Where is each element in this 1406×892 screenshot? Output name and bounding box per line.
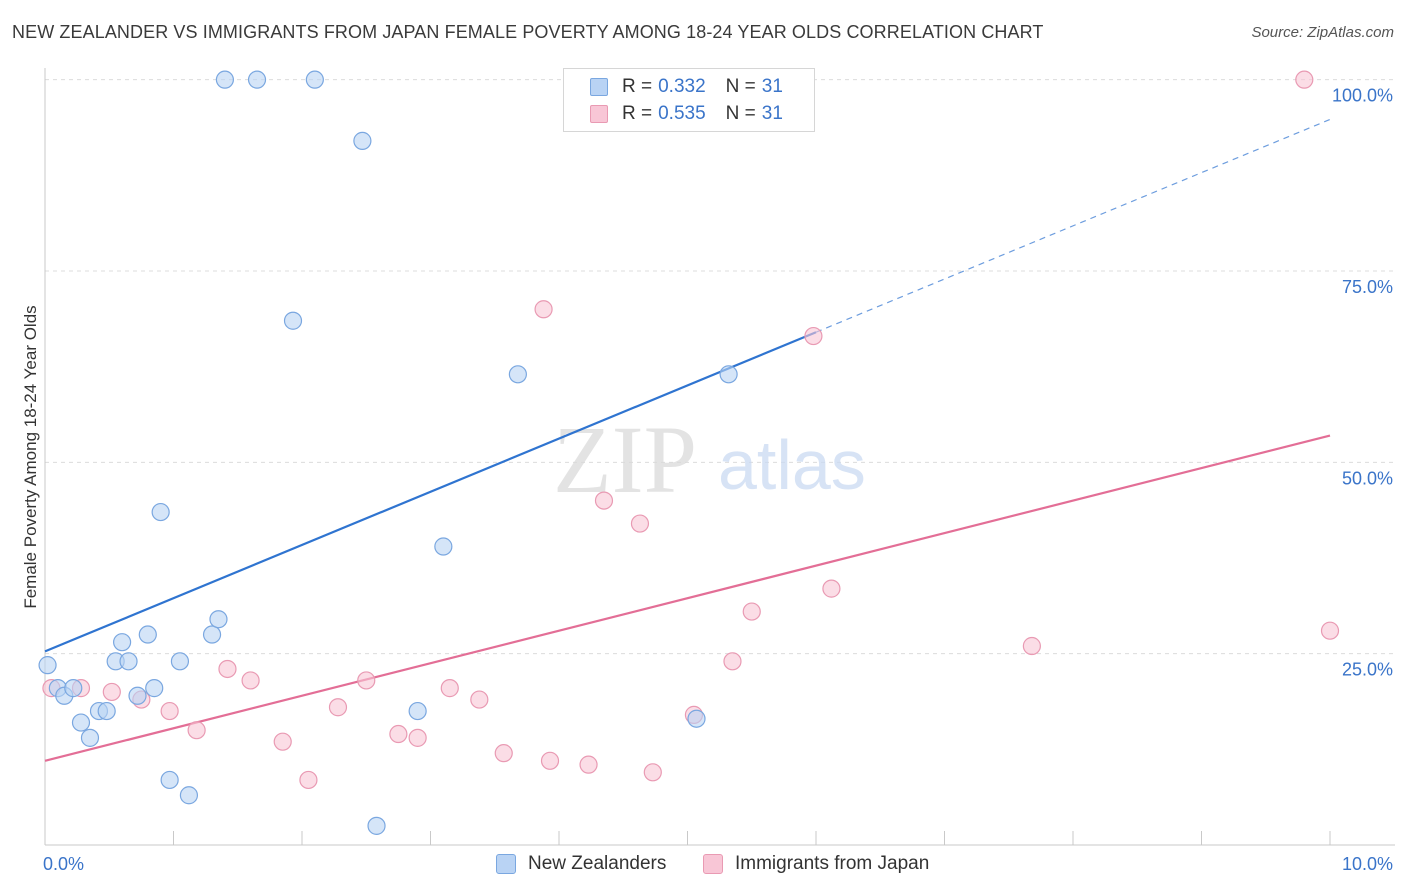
new-zealanders-point: [138, 625, 157, 644]
new-zealanders-point: [151, 502, 170, 522]
new-zealanders-point: [202, 625, 222, 644]
legend-n-value: 31: [761, 76, 783, 97]
new-zealanders-point: [179, 786, 199, 805]
immigrants-from-japan-point: [723, 652, 742, 671]
new-zealanders-point: [209, 610, 228, 629]
new-zealanders-point: [283, 311, 303, 330]
trend-lines: [44, 118, 1331, 762]
new-zealanders-point: [71, 713, 91, 732]
immigrants-from-japan-point: [160, 701, 179, 721]
immigrants-from-japan-point: [328, 698, 348, 717]
new-zealanders-trend-extension: [815, 118, 1331, 333]
series-legend-new-zealanders: New Zealanders: [496, 852, 666, 876]
new-zealanders-trend-line: [44, 331, 817, 653]
immigrants-from-japan-point: [102, 682, 121, 702]
immigrants-from-japan-point: [389, 724, 408, 744]
new-zealanders-point: [145, 679, 164, 698]
new-zealanders-point: [508, 365, 527, 384]
immigrants-from-japan-trend-line: [44, 434, 1331, 762]
y-axis-title: Female Poverty Among 18-24 Year Olds: [21, 305, 40, 608]
y-tick-label: 75.0%: [1342, 277, 1393, 297]
series-swatch-blue: [496, 854, 516, 874]
new-zealanders-point: [434, 537, 453, 556]
new-zealanders-point: [97, 701, 116, 721]
series-name: Immigrants from Japan: [735, 853, 930, 874]
new-zealanders-point: [305, 70, 324, 89]
immigrants-from-japan-point: [822, 579, 841, 598]
immigrants-from-japan-point: [1022, 636, 1041, 656]
new-zealanders-point: [247, 70, 267, 89]
legend-n-value: 31: [761, 103, 783, 124]
chart-source: Source: ZipAtlas.com: [1251, 24, 1394, 41]
immigrants-from-japan-point: [1295, 70, 1314, 89]
immigrants-from-japan-point: [643, 763, 662, 782]
immigrants-from-japan-point: [579, 755, 598, 774]
legend-n-label: N =: [725, 76, 756, 97]
immigrants-from-japan-point: [218, 659, 237, 679]
immigrants-from-japan-point: [540, 751, 560, 770]
y-tick-label: 25.0%: [1342, 660, 1393, 680]
watermark-zip: ZIP: [553, 406, 697, 513]
new-zealanders-point: [687, 709, 706, 728]
legend-swatch-blue: [590, 78, 608, 96]
y-tick-label: 50.0%: [1342, 468, 1393, 488]
series-swatch-pink: [703, 854, 723, 874]
new-zealanders-point: [353, 131, 372, 150]
new-zealanders-point: [367, 816, 386, 835]
legend-row-new-zealanders: R = 0.332 N = 31: [590, 75, 783, 99]
immigrants-from-japan-point: [408, 728, 427, 747]
immigrants-from-japan-point: [1320, 621, 1340, 640]
immigrants-from-japan-point: [187, 721, 206, 740]
tick-labels: 25.0% 50.0% 75.0% 100.0% 0.0% 10.0%: [43, 86, 1393, 874]
x-tick-label: 0.0%: [43, 854, 84, 874]
watermark-atlas: atlas: [718, 426, 866, 504]
legend-r-label: R =: [622, 103, 653, 124]
new-zealanders-point: [215, 70, 234, 89]
immigrants-from-japan-point: [534, 300, 553, 319]
immigrants-from-japan-point: [804, 326, 823, 346]
new-zealanders-point: [128, 686, 147, 705]
data-points: [38, 70, 1340, 835]
legend-r-label: R =: [622, 76, 653, 97]
series-legend-immigrants-from-japan: Immigrants from Japan: [703, 852, 929, 876]
series-name: New Zealanders: [528, 853, 667, 874]
immigrants-from-japan-point: [440, 679, 459, 698]
new-zealanders-point: [160, 770, 179, 790]
legend-r-value: 0.332: [658, 76, 706, 97]
new-zealanders-point: [408, 701, 427, 721]
immigrants-from-japan-point: [630, 514, 650, 533]
legend-swatch-pink: [590, 105, 608, 123]
new-zealanders-point: [719, 365, 738, 384]
new-zealanders-point: [38, 656, 57, 675]
immigrants-from-japan-point: [241, 671, 260, 690]
immigrants-from-japan-point: [357, 671, 376, 690]
watermark: ZIP atlas: [553, 406, 866, 513]
axes: [44, 68, 1395, 846]
new-zealanders-point: [170, 652, 190, 671]
legend-n-label: N =: [725, 103, 756, 124]
legend-row-immigrants-from-japan: R = 0.535 N = 31: [590, 102, 783, 126]
new-zealanders-point: [64, 679, 83, 698]
immigrants-from-japan-point: [494, 744, 513, 763]
new-zealanders-point: [80, 728, 100, 747]
new-zealanders-point: [112, 633, 132, 652]
new-zealanders-point: [119, 652, 138, 671]
y-tick-label: 100.0%: [1332, 86, 1393, 106]
immigrants-from-japan-point: [742, 602, 761, 621]
chart-title: NEW ZEALANDER VS IMMIGRANTS FROM JAPAN F…: [12, 22, 1044, 42]
x-tick-label: 10.0%: [1342, 854, 1393, 874]
legend-r-value: 0.535: [658, 103, 706, 124]
immigrants-from-japan-point: [273, 732, 292, 751]
immigrants-from-japan-point: [299, 770, 318, 790]
correlation-legend: R = 0.332 N = 31 R = 0.535 N = 31: [563, 68, 815, 132]
immigrants-from-japan-point: [594, 491, 614, 510]
immigrants-from-japan-point: [470, 690, 489, 709]
